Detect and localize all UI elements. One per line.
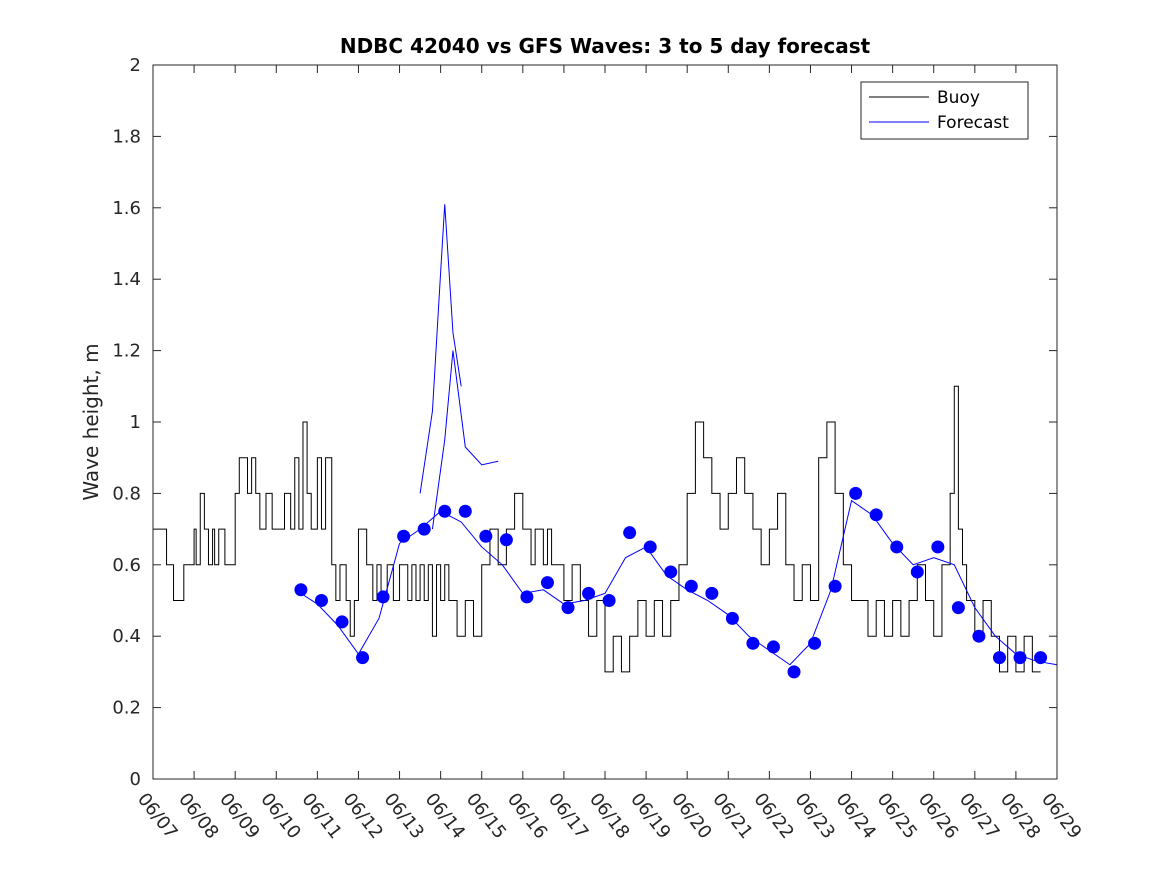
- forecast-marker: [499, 533, 513, 547]
- forecast-marker: [540, 576, 554, 590]
- y-axis-label: Wave height, m: [79, 343, 103, 500]
- x-tick-label: 06/08: [174, 789, 222, 843]
- series-layer: [153, 204, 1058, 679]
- y-tick-label: 1.2: [112, 341, 141, 362]
- forecast-marker: [931, 540, 945, 554]
- plot-frame: [152, 64, 1058, 780]
- legend-label-buoy: Buoy: [937, 88, 980, 108]
- forecast-marker: [684, 579, 698, 593]
- forecast-marker: [314, 594, 328, 607]
- y-tick-label: 2: [130, 55, 141, 76]
- forecast-marker: [294, 583, 308, 597]
- forecast-marker: [643, 540, 657, 554]
- x-tick-label: 06/27: [955, 789, 1003, 843]
- forecast-marker: [808, 636, 822, 650]
- forecast-marker: [356, 651, 370, 665]
- y-tick-label: 0.2: [112, 698, 141, 719]
- x-tick-label: 06/19: [626, 789, 674, 843]
- forecast-marker: [561, 601, 575, 615]
- forecast-marker: [787, 665, 801, 679]
- x-tick-label: 06/12: [339, 789, 387, 843]
- forecast-marker: [479, 529, 493, 543]
- forecast-marker: [417, 522, 431, 536]
- forecast-marker: [849, 486, 863, 500]
- chart-title: NDBC 42040 vs GFS Waves: 3 to 5 day fore…: [340, 34, 871, 58]
- x-tick-label: 06/07: [133, 789, 181, 843]
- legend-box: [860, 81, 1029, 140]
- x-tick-label: 06/20: [667, 789, 715, 843]
- forecast-marker: [582, 586, 596, 600]
- x-tick-label: 06/29: [1037, 789, 1085, 843]
- y-tick-label: 0.6: [112, 555, 141, 576]
- forecast-marker: [602, 594, 616, 607]
- forecast-line-4: [431, 350, 499, 530]
- forecast-marker: [438, 504, 452, 518]
- x-tick-label: 06/09: [215, 789, 263, 843]
- x-tick-label: 06/13: [380, 789, 428, 843]
- forecast-marker: [1034, 651, 1048, 665]
- forecast-marker: [705, 586, 719, 600]
- legend-label-forecast: Forecast: [937, 113, 1009, 133]
- y-tick-label: 0.4: [112, 626, 141, 647]
- x-tick-label: 06/10: [256, 789, 304, 843]
- x-tick-label: 06/24: [832, 789, 880, 843]
- forecast-marker: [397, 529, 411, 543]
- forecast-marker: [1013, 651, 1027, 665]
- forecast-marker: [972, 629, 986, 643]
- x-tick-label: 06/18: [585, 789, 633, 843]
- forecast-marker: [623, 526, 637, 540]
- forecast-marker: [766, 640, 780, 654]
- forecast-marker: [910, 565, 924, 579]
- y-tick-label: 0: [130, 769, 141, 790]
- y-tick-label: 1.8: [112, 126, 141, 147]
- forecast-marker: [664, 565, 678, 579]
- x-tick-label: 06/25: [873, 789, 921, 843]
- forecast-marker: [951, 601, 965, 615]
- x-tick-label: 06/14: [421, 789, 469, 843]
- x-tick-label: 06/16: [503, 789, 551, 843]
- y-tick-label: 1.6: [112, 198, 141, 219]
- x-tick-label: 06/22: [749, 789, 797, 843]
- forecast-marker: [869, 508, 883, 522]
- forecast-marker: [520, 590, 534, 604]
- forecast-marker: [890, 540, 904, 554]
- legend: Buoy Forecast: [860, 81, 1029, 140]
- x-tick-label: 06/15: [462, 789, 510, 843]
- forecast-marker: [335, 615, 349, 629]
- x-tick-label: 06/23: [791, 789, 839, 843]
- x-tick-label: 06/28: [996, 789, 1044, 843]
- x-tick-label: 06/21: [708, 789, 756, 843]
- forecast-marker: [458, 504, 472, 518]
- forecast-marker: [376, 590, 390, 604]
- y-tick-label: 0.8: [112, 483, 141, 504]
- forecast-marker: [828, 579, 842, 593]
- x-tick-label: 06/26: [914, 789, 962, 843]
- buoy-line: [153, 385, 1041, 673]
- x-tick-label: 06/11: [297, 789, 345, 843]
- forecast-marker: [746, 636, 760, 650]
- y-ticks: 0 0.2 0.4 0.6 0.8 1 1.2 1.4 1.6 1.8 2: [112, 55, 1057, 790]
- forecast-marker: [725, 611, 739, 625]
- forecast-line-3: [419, 204, 462, 494]
- y-tick-label: 1.4: [112, 269, 141, 290]
- y-tick-label: 1: [130, 412, 141, 433]
- forecast-marker: [992, 651, 1006, 665]
- x-tick-label: 06/17: [544, 789, 592, 843]
